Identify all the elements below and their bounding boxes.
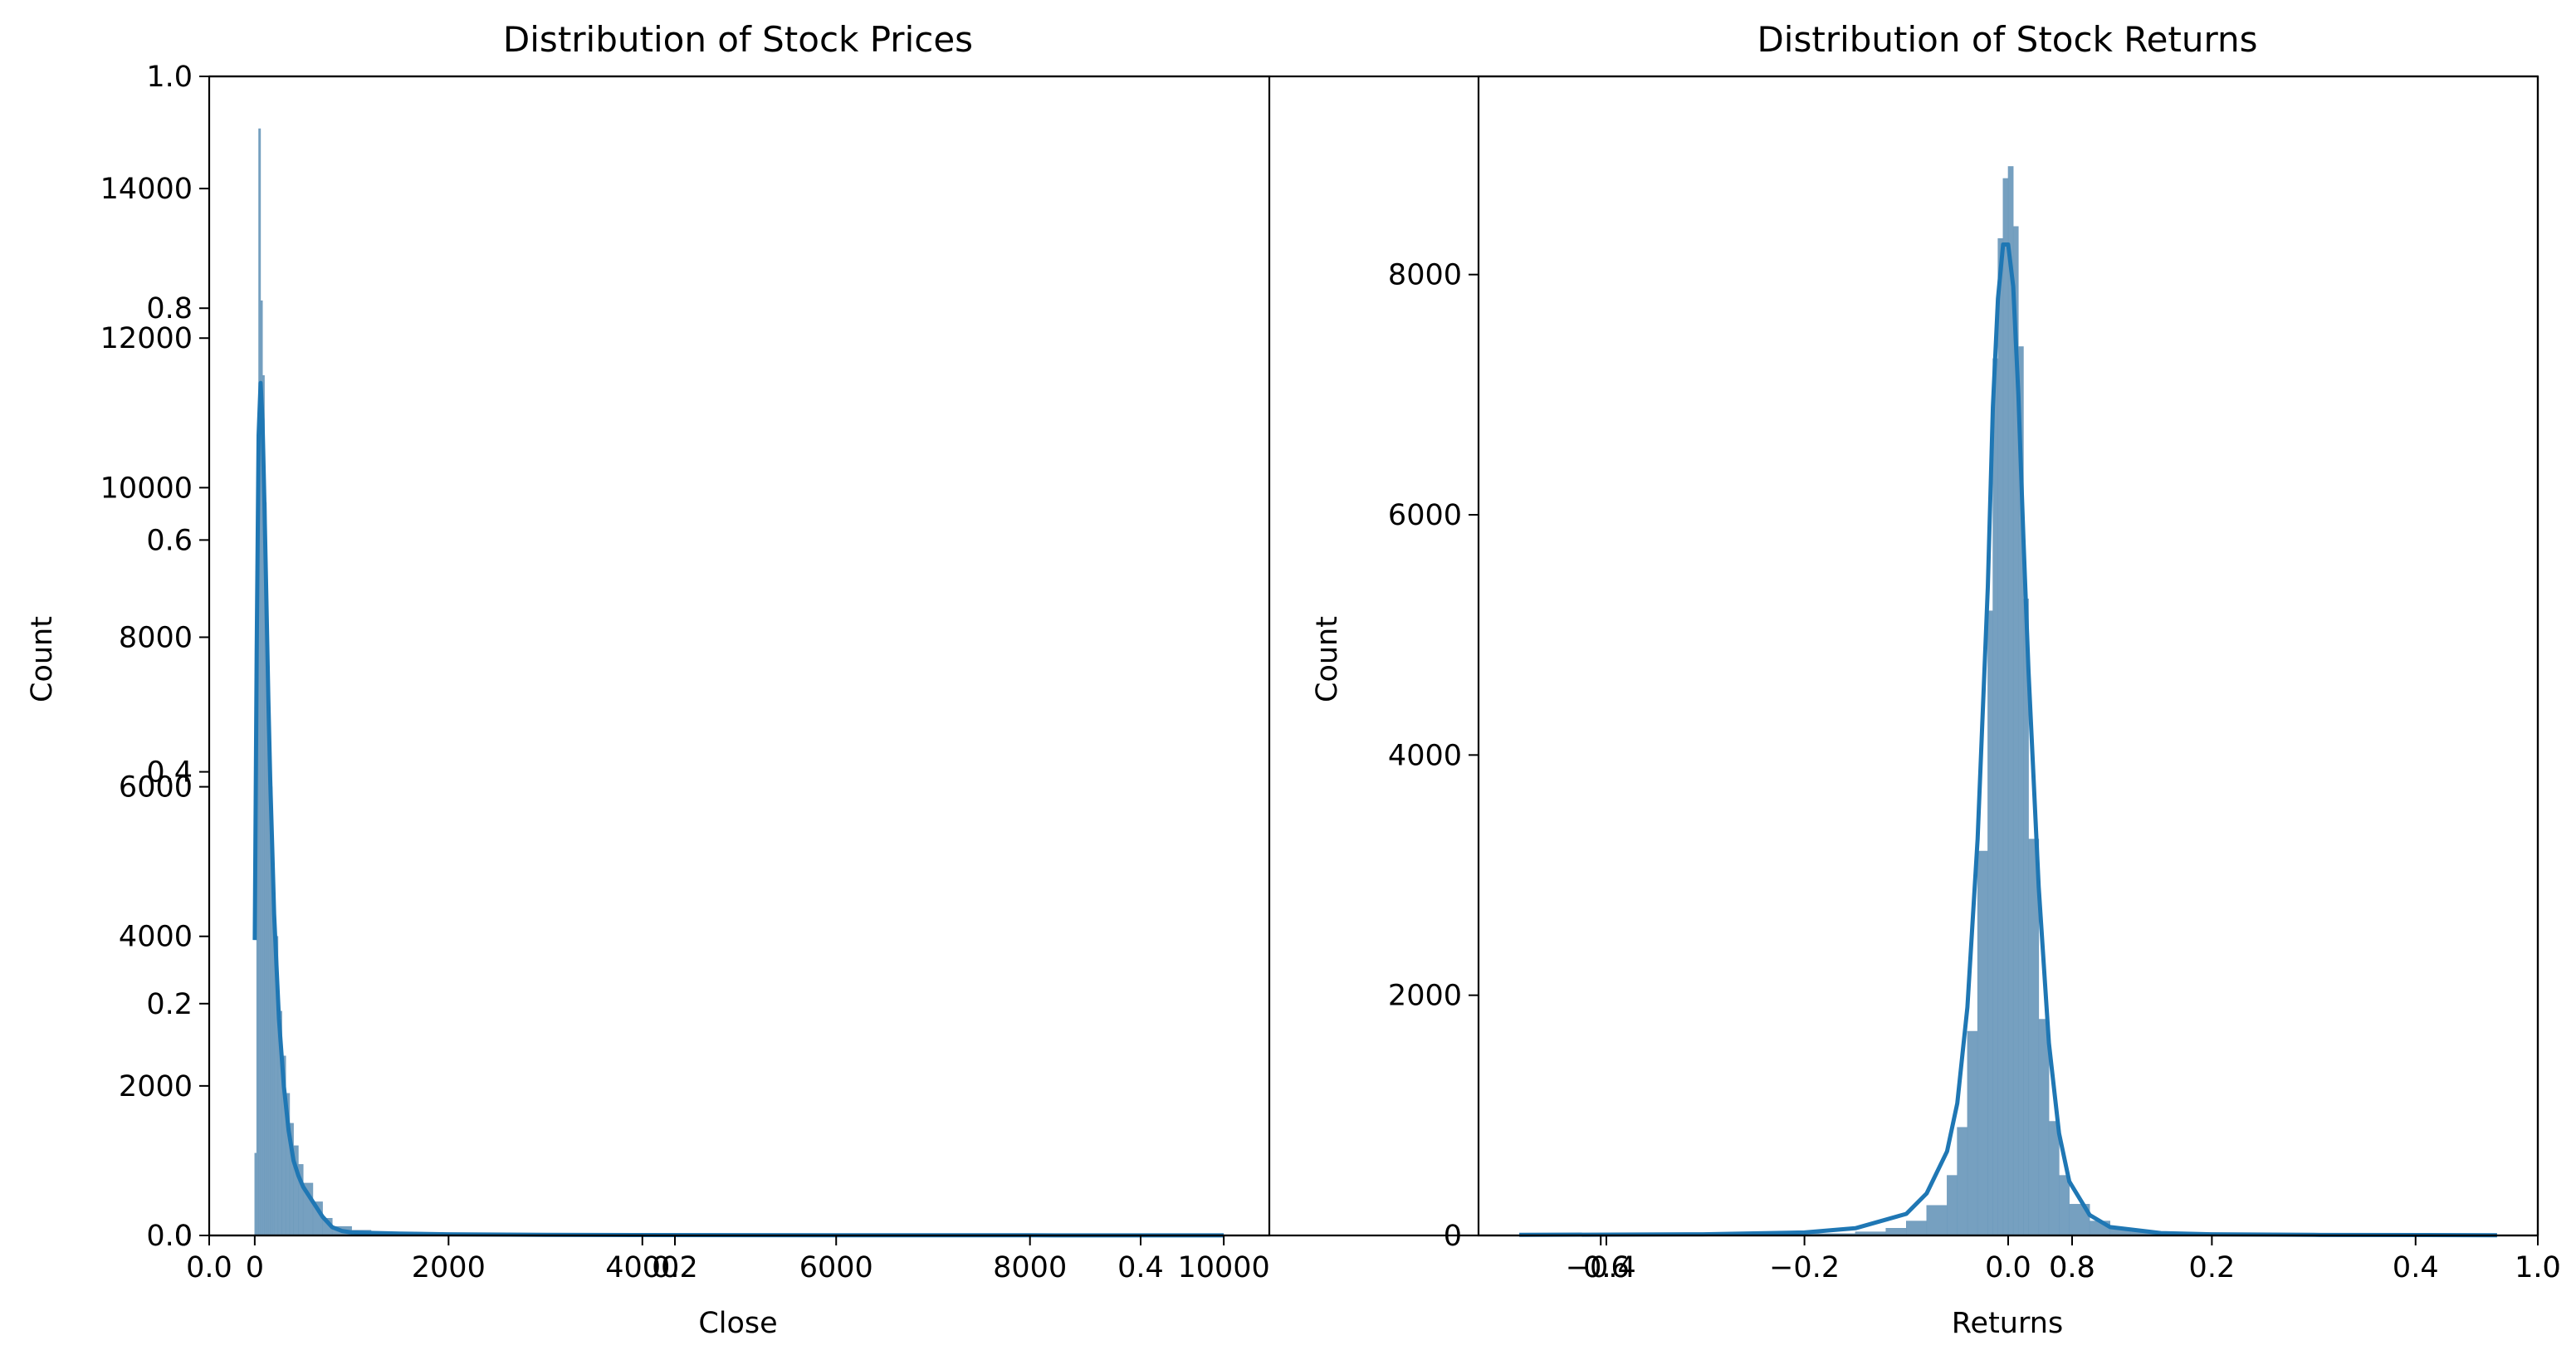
stock-prices-y-tick-label: 4000 xyxy=(119,921,193,954)
stock-prices-x-tick-label: 4000 xyxy=(605,1251,679,1284)
stock-returns-histogram-bar xyxy=(1997,237,2004,1236)
stock-returns-panel: Distribution of Stock Returns −0.4 −0.2 0.… xyxy=(1311,19,2561,1340)
stock-prices-overlay-y-ticks: 0.0 0.2 0.4 0.6 0.8 1.0 xyxy=(146,61,209,1253)
stock-returns-y-tick-label: 2000 xyxy=(1388,980,1462,1013)
stock-prices-y-axis-label: Count xyxy=(26,616,59,702)
stock-prices-overlay-y-tick-label: 0.2 xyxy=(146,988,193,1021)
stock-returns-histogram-bar xyxy=(1926,1205,1948,1236)
stock-returns-x-tick-label: −0.4 xyxy=(1566,1251,1636,1284)
stock-prices-overlay-x-tick-label: 0.0 xyxy=(186,1251,232,1284)
stock-prices-title: Distribution of Stock Prices xyxy=(503,19,973,60)
stock-prices-x-tick-label: 8000 xyxy=(993,1251,1067,1284)
stock-prices-x-tick-label: 0 xyxy=(246,1251,264,1284)
stock-returns-histogram-bar xyxy=(2007,166,2014,1236)
stock-returns-y-tick-label: 8000 xyxy=(1388,259,1462,292)
stock-prices-x-tick-label: 6000 xyxy=(799,1251,873,1284)
stock-returns-histogram-bar xyxy=(2002,178,2009,1236)
stock-prices-y-tick-label: 14000 xyxy=(100,173,193,206)
stock-returns-histogram-bar xyxy=(1987,610,1993,1236)
stock-returns-histogram-bar xyxy=(1967,1030,1978,1236)
stock-prices-x-axis-label: Close xyxy=(698,1307,777,1340)
stock-returns-kde-line xyxy=(1519,242,2497,1238)
stock-prices-overlay-x-tick-label: 0.2 xyxy=(652,1251,698,1284)
stock-prices-y-tick-label: 8000 xyxy=(119,621,193,654)
stock-prices-y-tick-label: 6000 xyxy=(119,771,193,805)
stock-returns-histogram-bar xyxy=(1977,850,1988,1236)
stock-prices-overlay-x-tick-label: 1.0 xyxy=(2515,1251,2561,1284)
stock-returns-title: Distribution of Stock Returns xyxy=(1757,19,2257,60)
stock-prices-y-tick-label: 10000 xyxy=(100,472,193,505)
stock-returns-x-tick-label: 0.4 xyxy=(2393,1251,2439,1284)
stock-returns-y-tick-label: 6000 xyxy=(1388,499,1462,532)
stock-prices-overlay-x-tick-label: 0.4 xyxy=(1117,1251,1164,1284)
stock-returns-histogram-bar xyxy=(1947,1175,1958,1236)
stock-prices-y-tick-label: 2000 xyxy=(119,1070,193,1103)
stock-returns-histogram-bar xyxy=(2028,839,2040,1236)
stock-returns-overlay-x-tick-label: 1.0 xyxy=(2515,1251,2561,1284)
stock-returns-x-axis-label: Returns xyxy=(1952,1307,2063,1340)
stock-returns-histogram-bar xyxy=(1992,358,1999,1236)
stock-returns-overlay-x-tick-label: 0.8 xyxy=(2049,1251,2095,1284)
stock-prices-overlay-y-tick-label: 0.6 xyxy=(146,524,193,557)
stock-prices-overlay-y-tick-label: 0.0 xyxy=(146,1220,193,1253)
stock-returns-x-tick-label: 0.0 xyxy=(1985,1251,2031,1284)
stock-prices-x-tick-label: 10000 xyxy=(1177,1251,1269,1284)
stock-prices-overlay-y-tick-label: 0.4 xyxy=(146,756,193,790)
stock-prices-overlay-y-tick-label: 0.8 xyxy=(146,292,193,325)
stock-prices-overlay-x-tick-label: 0.8 xyxy=(2049,1251,2095,1284)
stock-returns-histogram-bar xyxy=(1885,1228,1907,1236)
stock-returns-histogram-bar xyxy=(2038,1019,2050,1236)
stock-returns-histogram-bar xyxy=(2059,1175,2070,1236)
stock-returns-histogram-bar xyxy=(1957,1127,1968,1236)
stock-prices-overlay-y-tick-label: 1.0 xyxy=(146,61,193,94)
stock-prices-x-tick-label: 2000 xyxy=(412,1251,486,1284)
stock-prices-histogram-bar xyxy=(254,1152,257,1236)
stock-prices-histogram-bar xyxy=(258,128,262,1236)
stock-prices-overlay-x-tick-label: 0.6 xyxy=(1583,1251,1630,1284)
stock-returns-y-axis-label: Count xyxy=(1311,616,1344,702)
stock-returns-overlay-x-ticks: 0.6 0.8 1.0 xyxy=(1583,1235,2561,1284)
stock-returns-histogram-bar xyxy=(1906,1221,1928,1236)
stock-returns-x-tick-label: −0.2 xyxy=(1769,1251,1840,1284)
stock-prices-kde-line xyxy=(252,380,1224,1238)
stock-prices-y-tick-label: 12000 xyxy=(100,322,193,355)
stock-prices-y-tick-label: 0 xyxy=(174,1220,193,1253)
stock-returns-x-tick-label: 0.2 xyxy=(2189,1251,2236,1284)
stock-returns-y-tick-label: 4000 xyxy=(1388,739,1462,772)
stock-returns-overlay-x-tick-label: 0.6 xyxy=(1583,1251,1630,1284)
stock-returns-histogram-bar xyxy=(2048,1121,2060,1236)
